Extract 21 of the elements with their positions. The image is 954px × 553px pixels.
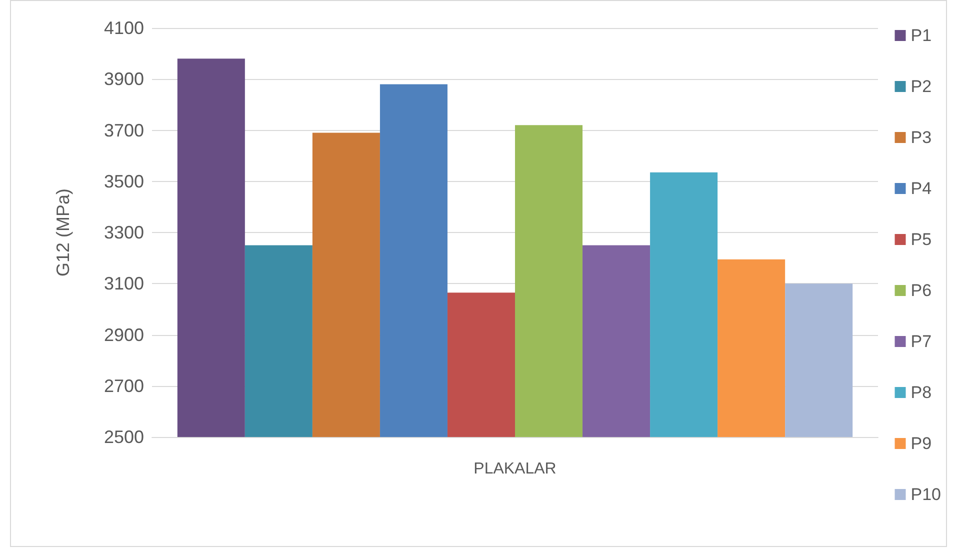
legend-label: P2: [910, 77, 932, 96]
y-tick-label: 3100: [104, 274, 144, 294]
legend-label: P1: [910, 26, 932, 45]
legend-label: P4: [910, 179, 932, 198]
legend-label: P7: [910, 332, 932, 351]
y-tick-label: 2500: [104, 427, 144, 447]
y-tick-label: 2700: [104, 376, 144, 396]
y-tick-label: 3900: [104, 69, 144, 90]
legend-label: P3: [910, 128, 932, 147]
legend-label: P6: [910, 281, 932, 300]
legend-label: P9: [910, 434, 932, 453]
y-axis-title: G12 (MPa): [53, 188, 73, 277]
x-tick-label: PLAKALAR: [474, 460, 556, 478]
legend-label: P8: [910, 383, 932, 402]
legend-label: P5: [910, 230, 932, 249]
legend-label: P10: [910, 485, 941, 504]
y-tick-label: 3500: [104, 171, 144, 192]
y-tick-label: 3700: [104, 120, 144, 140]
y-tick-label: 4100: [104, 18, 144, 38]
y-tick-label: 3300: [104, 222, 144, 242]
y-tick-label: 2900: [104, 324, 144, 345]
